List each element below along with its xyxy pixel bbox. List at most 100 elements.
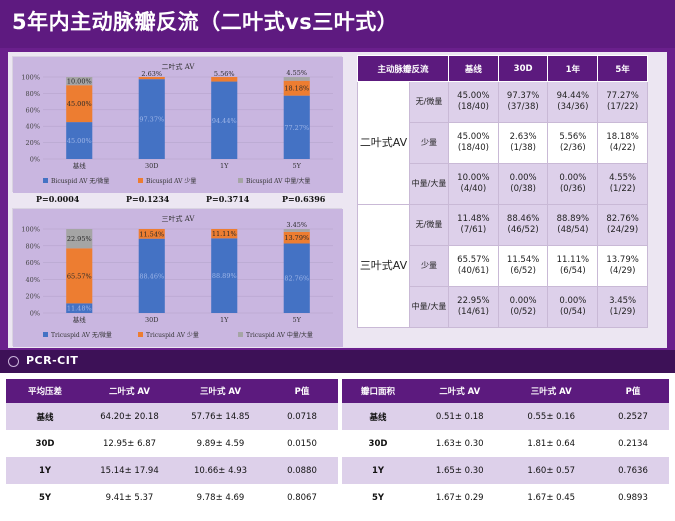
- grade-label: 中量/大量: [408, 163, 450, 205]
- bar-segment: [211, 238, 238, 313]
- data-label: 18.18%: [284, 85, 309, 93]
- table-cell: 57.76± 14.85: [175, 403, 266, 430]
- bicuspid-chart-panel: 二叶式 AV 0% 20% 40% 60% 80% 100% 45.00% 45.00% 10.0…: [12, 56, 343, 193]
- legend-swatch: [238, 332, 243, 337]
- table-cell: 0.00% (0/38): [497, 163, 549, 205]
- legend-label: Bicuspid AV 少量: [146, 178, 196, 185]
- area-header-row: 瓣口面积 二叶式 AV 三叶式 AV P值: [342, 379, 669, 403]
- table-cell: 9.41± 5.37: [84, 484, 175, 511]
- table-cell: 12.95± 6.87: [84, 430, 175, 457]
- table-row: 中量/大量 22.95% (14/61) 0.00% (0/52) 0.00% (0/…: [358, 286, 648, 328]
- bar-segment: [283, 231, 310, 244]
- y-tick-label: 40%: [26, 276, 40, 284]
- legend-label: Bicuspid AV 中量/大量: [246, 177, 310, 185]
- table-row: 30D 1.63± 0.30 1.81± 0.64 0.2134: [342, 430, 669, 457]
- table-cell: 88.46% (46/52): [497, 204, 549, 246]
- x-tick-label: 1Y: [220, 162, 229, 170]
- table-cell: 0.0718: [266, 403, 338, 430]
- header-cell: 5年: [597, 55, 648, 82]
- bar-segment: [138, 238, 165, 313]
- y-tick-label: 0%: [30, 310, 40, 318]
- regurgitation-table: 主动脉瓣反流 基线 30D 1年 5年 二叶式AV 无/微量 45.00% (18/…: [356, 55, 648, 328]
- table-cell: 0.7636: [597, 457, 669, 484]
- data-label: 97.37%: [139, 116, 164, 124]
- gradient-table: 平均压差 二叶式 AV 三叶式 AV P值 基线 64.20± 20.18 57.7…: [6, 379, 338, 511]
- bicuspid-chart: 二叶式 AV 0% 20% 40% 60% 80% 100% 45.00% 45.00% 10.0…: [13, 57, 343, 193]
- pvalue-baseline: P=0.0004: [36, 194, 80, 204]
- y-tick-label: 20%: [26, 293, 40, 301]
- table-cell: 9.78± 4.69: [175, 484, 266, 511]
- header-cell: 主动脉瓣反流: [356, 55, 450, 82]
- header-cell: 30D: [497, 55, 549, 82]
- table-cell: 82.76% (24/29): [597, 204, 648, 246]
- bar-segment: [283, 243, 310, 313]
- bar-segment: [66, 85, 93, 123]
- bar-segment: [211, 229, 238, 239]
- slide-nav-icon[interactable]: [8, 356, 19, 367]
- bar-segment: [66, 248, 93, 304]
- table-cell: 0.8067: [266, 484, 338, 511]
- legend-swatch: [138, 178, 143, 183]
- data-label: 5.56%: [214, 70, 235, 78]
- bottom-tables: 平均压差 二叶式 AV 三叶式 AV P值 基线 64.20± 20.18 57.7…: [0, 373, 675, 521]
- data-label: 13.79%: [284, 234, 309, 242]
- bar-segment: [66, 122, 93, 159]
- table-cell: 88.89% (48/54): [547, 204, 599, 246]
- y-tick-label: 0%: [30, 156, 40, 164]
- header-cell: 二叶式 AV: [84, 379, 175, 403]
- y-tick-label: 60%: [26, 106, 40, 114]
- legend-label: Tricuspid AV 少量: [146, 332, 199, 339]
- y-tick-label: 100%: [21, 74, 40, 82]
- table-row: 中量/大量 10.00% (4/40) 0.00% (0/38) 0.00% (0/3…: [358, 163, 648, 205]
- table-cell: 1.81± 0.64: [505, 430, 597, 457]
- table-cell: 0.00% (0/36): [547, 163, 599, 205]
- table-cell: 30D: [6, 430, 84, 457]
- table-cell: 11.54% (6/52): [497, 245, 549, 287]
- data-label: 94.44%: [212, 117, 237, 125]
- grade-label: 无/微量: [408, 81, 450, 123]
- legend-swatch: [138, 332, 143, 337]
- data-label: 65.57%: [67, 272, 92, 280]
- table-row: 二叶式AV 无/微量 45.00% (18/40) 97.37% (37/38) 94.…: [357, 81, 648, 205]
- table-cell: 11.11% (6/54): [547, 245, 599, 287]
- table-cell: 0.0150: [266, 430, 338, 457]
- table-cell: 45.00% (18/40): [448, 122, 499, 164]
- data-label: 10.00%: [67, 78, 92, 86]
- group-label: 二叶式AV: [357, 81, 410, 205]
- x-tick-label: 5Y: [293, 162, 302, 170]
- bar-segment: [66, 229, 93, 249]
- bar-segment: [283, 77, 310, 81]
- tricuspid-chart-panel: 三叶式 AV 0% 20% 40% 60% 80% 100% 11.48% 65.57% 22.9…: [12, 208, 343, 347]
- table-cell: 2.63% (1/38): [497, 122, 549, 164]
- table-row: 5Y 9.41± 5.37 9.78± 4.69 0.8067: [6, 484, 338, 511]
- y-tick-label: 20%: [26, 139, 40, 147]
- legend-swatch: [238, 178, 243, 183]
- table-cell: 13.79% (4/29): [597, 245, 648, 287]
- x-tick-label: 基线: [73, 315, 87, 324]
- table-cell: 11.48% (7/61): [448, 204, 499, 246]
- bar-segment: [138, 229, 165, 239]
- legend-label: Tricuspid AV 无/微量: [51, 331, 112, 339]
- y-tick-label: 80%: [26, 90, 40, 98]
- header-cell: 平均压差: [6, 379, 84, 403]
- y-tick-label: 60%: [26, 259, 40, 267]
- table-cell: 64.20± 20.18: [84, 403, 175, 430]
- table-cell: 5.56% (2/36): [547, 122, 599, 164]
- bar-segment: [66, 303, 93, 313]
- table-row: 1Y 1.65± 0.30 1.60± 0.57 0.7636: [342, 457, 669, 484]
- bicuspid-pvalues: P=0.0004 P=0.1234 P=0.3714 P=0.6396: [12, 194, 342, 208]
- gradient-header-row: 平均压差 二叶式 AV 三叶式 AV P值: [6, 379, 338, 403]
- pvalue-30d: P=0.1234: [126, 194, 170, 204]
- data-label: 4.55%: [286, 69, 307, 77]
- grade-label: 少量: [408, 122, 450, 164]
- data-label: 88.89%: [212, 272, 237, 280]
- y-tick-label: 40%: [26, 123, 40, 131]
- table-row: 少量 45.00% (18/40) 2.63% (1/38) 5.56% (2/36)…: [358, 122, 648, 164]
- bar-segment: [283, 80, 310, 96]
- header-cell: 基线: [448, 55, 499, 82]
- valve-area-table: 瓣口面积 二叶式 AV 三叶式 AV P值 基线 0.51± 0.18 0.55± …: [342, 379, 669, 511]
- data-label: 22.95%: [67, 235, 92, 243]
- table-cell: 基线: [342, 403, 414, 430]
- table-cell: 0.51± 0.18: [414, 403, 506, 430]
- bar-segment: [66, 77, 93, 86]
